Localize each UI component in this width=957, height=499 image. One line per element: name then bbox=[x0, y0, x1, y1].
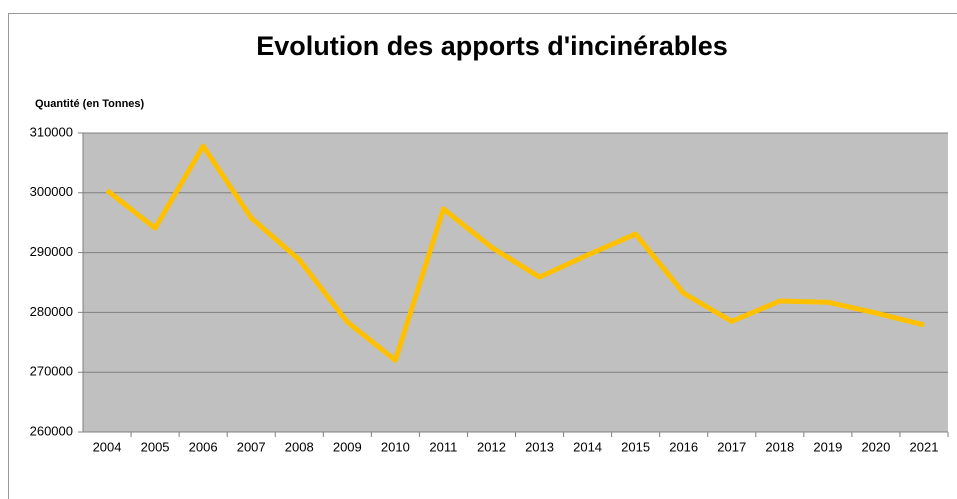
x-tick-label: 2010 bbox=[381, 439, 410, 454]
plot-area bbox=[83, 133, 948, 432]
x-tick-label: 2021 bbox=[910, 439, 939, 454]
x-tick-label: 2005 bbox=[141, 439, 170, 454]
x-tick-label: 2008 bbox=[285, 439, 314, 454]
data-line bbox=[105, 143, 925, 363]
x-tick-label: 2011 bbox=[429, 439, 457, 454]
x-tick-label: 2012 bbox=[477, 439, 506, 454]
y-tick-label: 300000 bbox=[30, 184, 73, 199]
x-tick-label: 2006 bbox=[189, 439, 218, 454]
y-tick-label: 310000 bbox=[30, 124, 73, 139]
x-tick-label: 2019 bbox=[813, 439, 842, 454]
x-tick-label: 2020 bbox=[861, 439, 890, 454]
y-axis-label: Quantité (en Tonnes) bbox=[35, 98, 145, 110]
x-tick-label: 2013 bbox=[525, 439, 554, 454]
chart-title: Evolution des apports d'incinérables bbox=[256, 31, 728, 61]
x-tick-label: 2009 bbox=[333, 439, 362, 454]
x-tick-label: 2004 bbox=[93, 439, 122, 454]
y-tick-label: 260000 bbox=[30, 423, 73, 438]
y-tick-label: 290000 bbox=[30, 244, 73, 259]
x-tick-label: 2014 bbox=[573, 439, 602, 454]
x-tick-label: 2018 bbox=[765, 439, 794, 454]
x-tick-label: 2017 bbox=[717, 439, 746, 454]
x-tick-label: 2016 bbox=[669, 439, 698, 454]
x-tick-label: 2007 bbox=[237, 439, 266, 454]
y-tick-label: 280000 bbox=[30, 304, 73, 319]
x-tick-label: 2015 bbox=[621, 439, 650, 454]
y-tick-label: 270000 bbox=[30, 364, 73, 379]
